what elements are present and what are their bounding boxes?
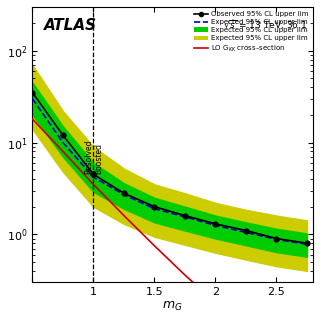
Text: Boosted: Boosted	[94, 143, 103, 174]
Legend: Observed 95% CL upper lim, Expected 95% CL upper lim, Expected 95% CL upper lim,: Observed 95% CL upper lim, Expected 95% …	[191, 8, 312, 56]
X-axis label: $m_{G}$: $m_{G}$	[163, 300, 183, 313]
Text: ATLAS: ATLAS	[44, 18, 97, 33]
Text: Resolved: Resolved	[84, 140, 93, 174]
Text: $\sqrt{s}$ = 13 TeV, 36.1: $\sqrt{s}$ = 13 TeV, 36.1	[223, 18, 308, 31]
